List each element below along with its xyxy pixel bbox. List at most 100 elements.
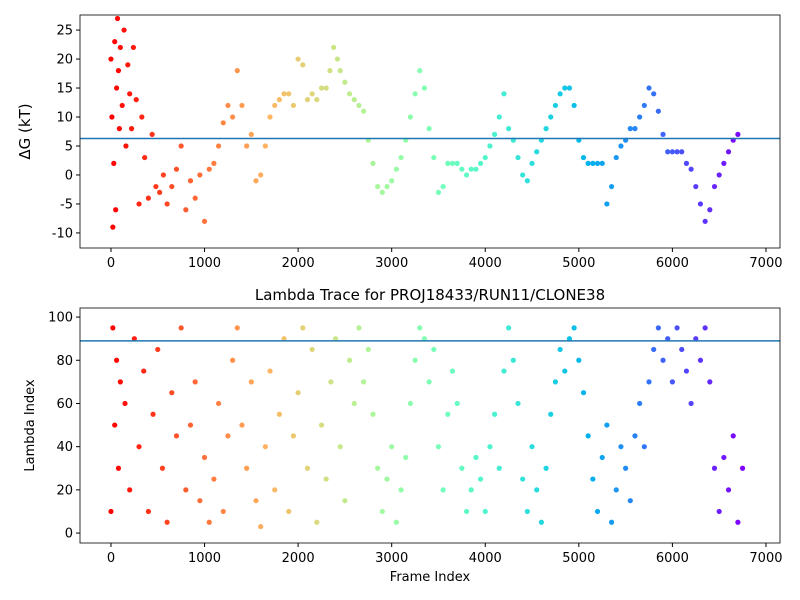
point: [187, 178, 194, 184]
point: [669, 149, 675, 155]
point: [571, 325, 577, 331]
point: [492, 131, 498, 137]
x-tick-label: 5000: [562, 551, 595, 566]
point: [599, 454, 605, 461]
point: [660, 131, 666, 137]
point: [459, 465, 465, 471]
point: [576, 357, 582, 363]
point: [566, 85, 573, 91]
point: [370, 160, 376, 166]
point: [417, 68, 423, 74]
point: [153, 183, 159, 190]
point: [618, 444, 624, 450]
point: [412, 357, 418, 363]
point: [115, 68, 122, 74]
point: [122, 400, 128, 407]
point: [327, 68, 333, 74]
point: [111, 160, 117, 166]
point: [711, 183, 718, 190]
point: [449, 368, 456, 374]
point: [314, 97, 320, 103]
point: [201, 218, 208, 224]
point: [346, 91, 353, 97]
y-tick-label: 5: [65, 139, 73, 154]
point: [112, 422, 118, 428]
point: [178, 143, 184, 149]
point: [739, 465, 746, 471]
point: [351, 400, 357, 407]
point: [407, 400, 413, 407]
point: [594, 508, 601, 515]
point: [693, 183, 699, 190]
point: [548, 114, 554, 120]
point: [244, 143, 250, 149]
point: [716, 508, 722, 515]
point: [421, 336, 428, 342]
point: [562, 368, 568, 374]
point: [562, 85, 568, 91]
point: [234, 68, 240, 74]
point: [421, 85, 428, 91]
point: [157, 189, 163, 195]
point: [164, 519, 170, 525]
point: [159, 465, 166, 471]
point: [506, 325, 512, 331]
point: [117, 44, 123, 51]
point: [125, 62, 131, 68]
x-tick-label: 7000: [749, 256, 782, 271]
point: [398, 154, 404, 161]
point: [379, 508, 385, 515]
point: [276, 411, 282, 417]
point: [688, 166, 694, 172]
point: [276, 97, 282, 103]
point: [473, 166, 479, 172]
point: [679, 149, 685, 155]
point: [160, 172, 166, 178]
point: [262, 444, 268, 450]
x-tick-label: 2000: [282, 256, 315, 271]
y-tick-label: 10: [56, 111, 73, 126]
y-tick-label: 15: [56, 82, 73, 97]
point: [346, 357, 353, 363]
point: [142, 154, 148, 161]
point: [496, 114, 502, 120]
point: [623, 465, 629, 471]
point: [370, 411, 376, 417]
point: [440, 183, 446, 190]
point: [136, 444, 142, 450]
point: [590, 160, 596, 166]
point: [183, 207, 189, 213]
point: [725, 149, 732, 155]
point: [431, 154, 437, 161]
point: [646, 379, 652, 385]
y-tick-label: 40: [56, 440, 73, 455]
point: [702, 325, 708, 331]
point: [187, 422, 194, 428]
point: [127, 91, 133, 97]
point: [253, 178, 259, 184]
point: [169, 183, 175, 190]
point: [334, 56, 341, 62]
point: [721, 160, 727, 166]
point: [356, 102, 362, 109]
point: [702, 218, 708, 224]
point: [454, 160, 460, 166]
point: [309, 346, 315, 353]
axes-frame: [79, 307, 781, 544]
y-tick-label: -5: [60, 197, 73, 212]
point: [230, 114, 236, 120]
point: [393, 519, 399, 525]
point: [149, 131, 155, 137]
point: [459, 166, 465, 172]
point: [501, 91, 507, 97]
point: [290, 433, 297, 439]
point: [473, 454, 479, 461]
point: [426, 126, 432, 132]
point: [548, 411, 554, 417]
point: [113, 357, 120, 363]
point: [164, 201, 170, 207]
x-tick-label: 3000: [375, 551, 408, 566]
point: [543, 465, 549, 471]
point: [398, 487, 404, 493]
point: [155, 346, 161, 353]
